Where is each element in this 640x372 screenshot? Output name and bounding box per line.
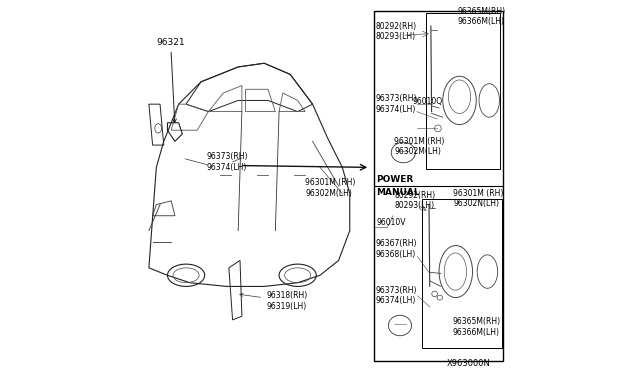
Text: 80292(RH)
80293(LH): 80292(RH) 80293(LH) (394, 191, 436, 210)
Bar (374, 11, 504, 361)
Text: 96367(RH)
96368(LH): 96367(RH) 96368(LH) (375, 239, 417, 259)
Text: 96301M (RH)
96302N(LH): 96301M (RH) 96302N(LH) (453, 189, 504, 208)
Text: 96365M(RH)
96366M(LH): 96365M(RH) 96366M(LH) (452, 317, 500, 337)
Text: POWER: POWER (376, 175, 413, 184)
Text: 80292(RH)
80293(LH): 80292(RH) 80293(LH) (376, 22, 417, 41)
Text: 96301M (RH)
96302M(LH): 96301M (RH) 96302M(LH) (394, 137, 445, 156)
Text: 96365M(RH)
96366M(LH): 96365M(RH) 96366M(LH) (458, 7, 506, 26)
Text: 96010V: 96010V (376, 218, 406, 227)
Text: 96321: 96321 (156, 38, 185, 123)
Text: X963000N: X963000N (447, 359, 490, 368)
Text: 96373(RH)
96374(LH): 96373(RH) 96374(LH) (375, 286, 417, 305)
Text: 96318(RH)
96319(LH): 96318(RH) 96319(LH) (240, 291, 307, 311)
Text: 96373(RH)
96374(LH): 96373(RH) 96374(LH) (375, 94, 417, 113)
Bar (422, 199, 502, 348)
Text: MANUAL: MANUAL (376, 188, 419, 197)
Text: 96373(RH)
96374(LH): 96373(RH) 96374(LH) (207, 152, 248, 171)
Bar (426, 13, 500, 169)
Text: 96010Q: 96010Q (413, 97, 443, 106)
Text: 96301M (RH)
96302M(LH): 96301M (RH) 96302M(LH) (305, 178, 355, 198)
